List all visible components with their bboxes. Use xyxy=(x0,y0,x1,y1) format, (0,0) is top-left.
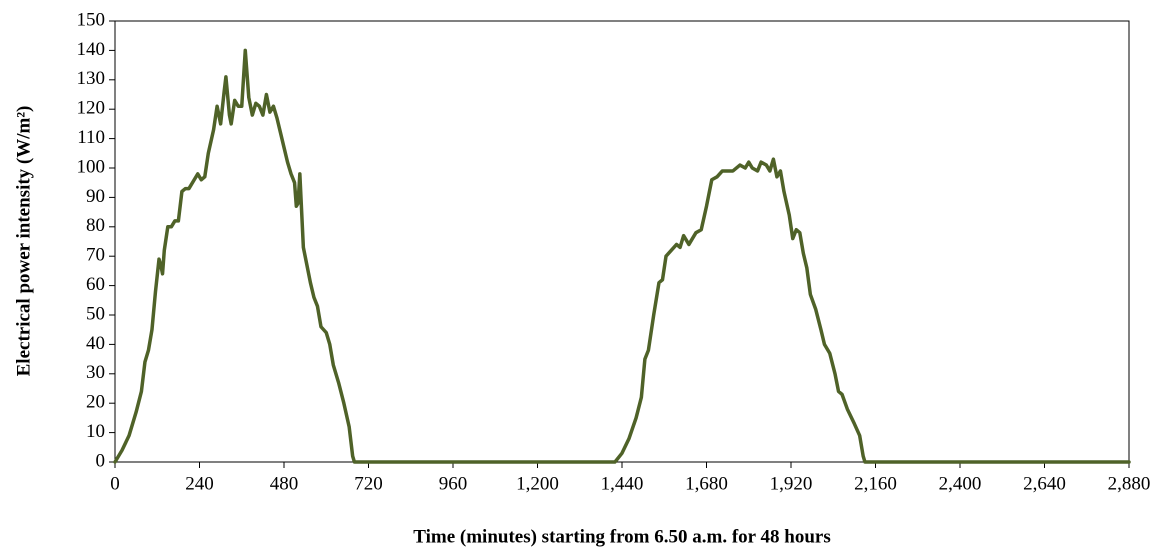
y-tick-label: 90 xyxy=(86,186,105,207)
x-axis-title: Time (minutes) starting from 6.50 a.m. f… xyxy=(413,526,830,547)
y-tick-label: 0 xyxy=(96,450,106,471)
y-tick-label: 40 xyxy=(86,333,105,354)
x-tick-label: 1,920 xyxy=(770,473,813,494)
x-tick-label: 1,440 xyxy=(601,473,644,494)
x-tick-label: 2,640 xyxy=(1023,473,1066,494)
y-tick-label: 60 xyxy=(86,274,105,295)
y-tick-label: 30 xyxy=(86,362,105,383)
y-tick-label: 110 xyxy=(77,127,105,148)
y-tick-label: 20 xyxy=(86,392,105,413)
y-axis-title: Electrical power intensity (W/m²) xyxy=(13,106,34,377)
x-tick-label: 2,400 xyxy=(939,473,982,494)
x-tick-label: 0 xyxy=(110,473,120,494)
x-tick-label: 720 xyxy=(354,473,383,494)
x-tick-label: 1,200 xyxy=(516,473,559,494)
x-tick-label: 960 xyxy=(439,473,468,494)
x-tick-label: 480 xyxy=(270,473,299,494)
y-tick-label: 10 xyxy=(86,421,105,442)
x-tick-label: 240 xyxy=(185,473,214,494)
y-tick-label: 80 xyxy=(86,215,105,236)
y-tick-label: 130 xyxy=(77,68,106,89)
x-tick-label: 2,880 xyxy=(1108,473,1151,494)
x-tick-label: 1,680 xyxy=(685,473,728,494)
y-tick-label: 50 xyxy=(86,303,105,324)
y-tick-label: 120 xyxy=(77,98,106,119)
x-tick-label: 2,160 xyxy=(854,473,897,494)
y-tick-label: 140 xyxy=(77,39,106,60)
y-tick-label: 150 xyxy=(77,9,106,30)
y-tick-label: 100 xyxy=(77,156,106,177)
plot-frame xyxy=(114,20,1130,463)
y-tick-label: 70 xyxy=(86,245,105,266)
data-line xyxy=(113,48,1131,464)
